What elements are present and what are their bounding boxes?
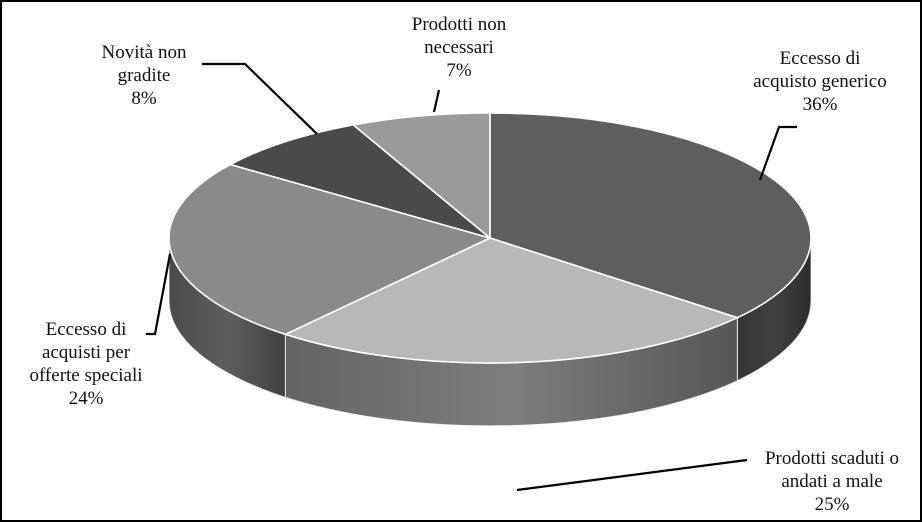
- leader-line-3: [202, 62, 318, 135]
- leader-lines: [146, 62, 797, 492]
- pie-slice-3: [228, 124, 491, 239]
- slice-percent-1: 25%: [815, 494, 850, 515]
- pie-sides: [168, 237, 812, 427]
- slice-label-4-line-0: Prodotti non: [412, 14, 507, 35]
- slice-percent-2: 24%: [69, 388, 104, 409]
- slice-label-0-line-0: Eccesso di: [780, 48, 861, 69]
- leader-line-1: [516, 458, 748, 492]
- slice-percent-0: 36%: [803, 94, 838, 115]
- pie-slice-2: [168, 163, 493, 336]
- leader-line-2: [146, 253, 172, 336]
- slice-percent-4: 7%: [446, 60, 472, 81]
- slice-label-2-line-2: offerte speciali: [29, 365, 142, 386]
- pie-side-shade-2: [169, 238, 286, 398]
- pie-slice-0: [489, 112, 812, 319]
- leader-line-0: [758, 125, 797, 181]
- slice-label-3-line-1: gradite: [118, 65, 171, 86]
- slice-label-1-line-0: Prodotti scaduti o: [765, 448, 899, 469]
- slice-label-4-line-1: necessari: [424, 37, 494, 58]
- pie-top-faces: [168, 112, 812, 364]
- leader-line-4: [432, 89, 441, 113]
- pie-slice-4: [351, 112, 491, 240]
- slice-label-3-line-0: Novità non: [102, 42, 187, 63]
- slice-label-2-line-1: acquisti per: [42, 342, 131, 363]
- pie-slice-1: [283, 237, 740, 364]
- slice-percent-3: 8%: [131, 88, 157, 109]
- slice-label-0-line-1: acquisto generico: [753, 71, 886, 92]
- pie-side-shade-1: [285, 317, 738, 427]
- slice-label-1-line-1: andati a male: [781, 471, 882, 492]
- slice-label-2-line-0: Eccesso di: [46, 319, 127, 340]
- pie-side-shade-0: [737, 238, 811, 381]
